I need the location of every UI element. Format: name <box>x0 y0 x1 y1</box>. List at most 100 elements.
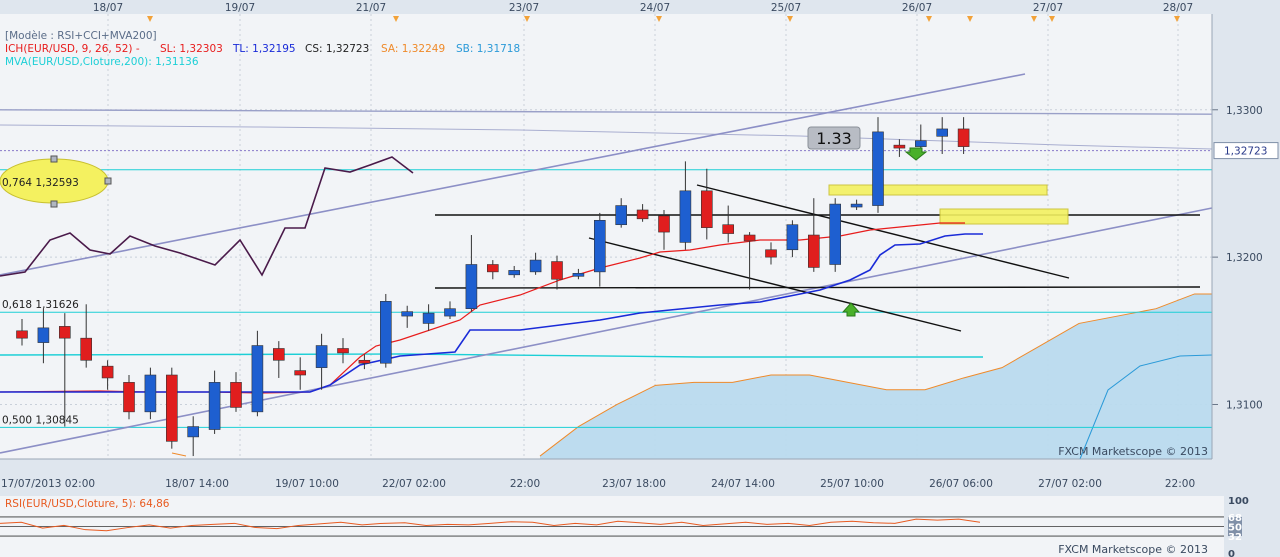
arrow-up-icon <box>841 302 861 317</box>
candle-body <box>444 308 456 317</box>
candle-body <box>786 224 799 251</box>
date-marker-5 <box>926 16 932 22</box>
indicator-lines <box>0 156 983 394</box>
legend-cs: CS: 1,32723 <box>305 43 369 55</box>
date-marker-8 <box>1049 16 1055 22</box>
fib-level-label: 0,500 1,30845 <box>2 414 79 426</box>
axis-labels: 18/07 19/07 21/07 23/07 24/07 25/07 26/07 27/07… <box>1 2 1279 490</box>
rsi-tick-label: 0 <box>1228 549 1235 557</box>
legend: [Modèle : RSI+CCI+MVA200] ICH(EUR/USD, 9… <box>5 30 520 68</box>
candle-body <box>872 131 884 206</box>
date-marker-0 <box>147 16 153 22</box>
bottom-time-label: 22/07 02:00 <box>382 478 446 490</box>
trend-drawings <box>0 73 1213 454</box>
candle-body <box>16 330 28 339</box>
date-axis-top <box>0 0 1280 14</box>
trend-line-0 <box>0 73 1026 276</box>
last-price-box <box>1213 142 1279 160</box>
candle-body <box>166 374 178 442</box>
candle-body <box>80 337 92 361</box>
candle-body <box>465 264 478 310</box>
top-date-label: 23/07 <box>509 2 539 14</box>
candle-body <box>551 261 563 280</box>
mva200-line <box>0 353 983 358</box>
legend-model: [Modèle : RSI+CCI+MVA200] <box>5 30 157 42</box>
candle-body <box>807 234 820 268</box>
arrow-down-icon <box>904 147 928 161</box>
senkou-a-stub <box>171 452 187 457</box>
candlesticks <box>16 117 970 457</box>
legend-sa: SA: 1,32249 <box>381 43 445 55</box>
handle-2 <box>104 177 112 185</box>
legend-sl: SL: 1,32303 <box>160 43 223 55</box>
legend-sb: SB: 1,31718 <box>456 43 520 55</box>
candle-body <box>315 345 328 368</box>
y-tick-label: 1,3300 <box>1226 105 1263 117</box>
bottom-time-label: 26/07 06:00 <box>929 478 993 490</box>
candle-body <box>593 219 606 273</box>
top-date-label: 25/07 <box>771 2 801 14</box>
bottom-time-label: 18/07 14:00 <box>165 478 229 490</box>
top-date-label: 24/07 <box>640 2 670 14</box>
candle-body <box>893 144 906 149</box>
bottom-time-label: 27/07 02:00 <box>1038 478 1102 490</box>
oscillator-line <box>0 156 414 277</box>
handle-0 <box>50 155 58 163</box>
candle-body <box>187 426 199 438</box>
bottom-time-label: 22:00 <box>1165 478 1195 490</box>
trend-line-4 <box>696 184 1070 279</box>
rsi-label: RSI(EUR/USD,Cloture, 5): 64,86 <box>5 498 170 510</box>
candle-body <box>508 270 521 276</box>
candle-body <box>123 382 135 413</box>
candle-body <box>58 326 71 339</box>
bottom-time-label: 17/07/2013 02:00 <box>1 478 95 490</box>
top-date-label: 18/07 <box>93 2 123 14</box>
mva-line <box>0 124 1213 150</box>
candle-body <box>658 215 670 233</box>
date-marker-9 <box>1174 16 1180 22</box>
legend-mva: MVA(EUR/USD,Cloture,200): 1,31136 <box>5 56 199 68</box>
fib-level-label: 0,618 1,31626 <box>2 299 79 311</box>
rsi-tick-label: 50 <box>1228 523 1242 534</box>
candle-body <box>358 359 371 364</box>
y-tick-label: 1,3100 <box>1226 399 1263 411</box>
date-marker-4 <box>787 16 793 22</box>
y-tick-label: 1,3200 <box>1226 252 1263 264</box>
date-marker-6 <box>967 16 973 22</box>
candle-body <box>37 327 50 343</box>
bottom-time-label: 23/07 18:00 <box>602 478 666 490</box>
date-marker-3 <box>656 16 662 22</box>
senkou-b-line <box>1079 354 1213 460</box>
candle-body <box>272 348 285 361</box>
annotations: 1.33 <box>807 126 928 317</box>
rsi-tick-label: 68 <box>1228 513 1242 524</box>
candle-body <box>379 301 392 364</box>
candle-body <box>615 205 628 226</box>
candle-body <box>486 264 499 273</box>
candle-body <box>936 128 949 137</box>
candle-body <box>700 190 713 228</box>
zone-lower <box>939 208 1069 225</box>
legend-tl: TL: 1,32195 <box>232 43 296 55</box>
candle-body <box>251 345 264 413</box>
bottom-time-label: 22:00 <box>510 478 540 490</box>
top-date-label: 19/07 <box>225 2 255 14</box>
top-date-label: 26/07 <box>902 2 932 14</box>
candle-body <box>829 203 842 265</box>
last-price-label: 1,32723 <box>1224 146 1267 158</box>
resistance-line <box>0 109 1213 115</box>
candle-body <box>765 249 777 258</box>
senkou-a-line <box>539 293 1212 457</box>
top-date-label: 28/07 <box>1163 2 1193 14</box>
fib-level-label: 0,764 1,32593 <box>2 177 79 189</box>
candle-body <box>101 365 114 379</box>
rsi-band-bar <box>1228 516 1242 537</box>
candle-body <box>722 224 735 234</box>
candle-body <box>337 348 349 354</box>
date-marker-2 <box>524 16 530 22</box>
candle-body <box>294 370 307 376</box>
kijun-line <box>0 233 983 393</box>
candle-body <box>401 311 414 317</box>
candle-body <box>230 382 242 408</box>
